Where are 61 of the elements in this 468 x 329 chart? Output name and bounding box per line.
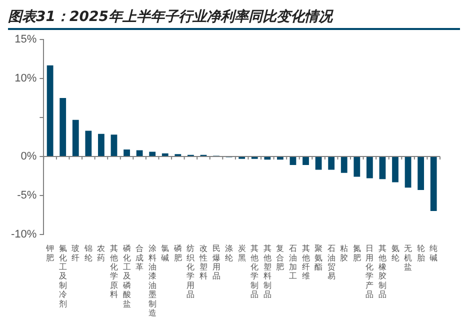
- x-tick-label: 石油加工: [288, 244, 297, 281]
- bar: [72, 120, 79, 156]
- bar: [290, 156, 296, 166]
- bar: [354, 156, 360, 177]
- x-tick-label: 氨纶: [391, 244, 400, 262]
- bar: [328, 156, 335, 170]
- x-tick-label: 其他纤维: [302, 244, 310, 281]
- bar: [136, 150, 143, 156]
- bar: [430, 156, 437, 212]
- bar: [110, 134, 118, 156]
- y-tick-label: -5%: [17, 189, 37, 202]
- x-tick-label: 聚氨酯: [314, 244, 323, 272]
- x-tick-label: 涂料油漆油墨制造: [148, 244, 156, 318]
- x-tick-label: 石油贸易: [327, 244, 336, 281]
- x-tick-label: 磷肥: [172, 244, 182, 262]
- x-tick-label: 粘胶: [340, 244, 348, 262]
- x-tick-label: 纺织化学用品: [186, 244, 195, 300]
- bar: [124, 149, 130, 156]
- bar: [46, 65, 54, 156]
- y-tick-label: 10%: [14, 72, 37, 85]
- y-tick-label: -10%: [10, 228, 37, 240]
- x-tick-label: 玻纤: [72, 244, 80, 262]
- x-tick-label: 氯碱: [161, 244, 170, 262]
- x-tick-label: 日用化学产品: [366, 244, 374, 300]
- x-tick-label: 其他橡胶制品: [378, 244, 386, 300]
- x-tick-label: 涤纶: [225, 244, 234, 262]
- x-tick-label: 无机盐: [404, 244, 412, 272]
- x-tick-label: 其他化学原料: [110, 244, 118, 300]
- x-tick-label: 氮肥: [352, 244, 361, 262]
- y-tick-label: 0%: [20, 150, 37, 163]
- bar: [162, 153, 168, 156]
- x-tick-label: 纯碱: [430, 244, 438, 262]
- bar: [418, 156, 424, 190]
- bar: [85, 130, 92, 156]
- bar: [276, 156, 284, 160]
- chart-title: 图表31：2025年上半年子行业净利率同比变化情况: [8, 8, 460, 30]
- bar: [98, 134, 104, 156]
- x-tick-label: 民爆用品: [212, 244, 220, 281]
- bar: [392, 156, 398, 182]
- x-tick-label: 改性塑料: [198, 244, 208, 281]
- x-tick-label: 其他塑料制品: [263, 244, 272, 300]
- x-tick-label: 农药: [97, 244, 106, 262]
- bar: [404, 156, 412, 188]
- bar: [379, 156, 386, 180]
- x-tick-label: 合成革: [136, 244, 144, 272]
- bar: [149, 152, 156, 156]
- x-tick-label: 其他化学制品: [250, 244, 259, 300]
- bar: [366, 156, 373, 178]
- bar: [60, 98, 66, 156]
- x-tick-label: 炭黑: [238, 244, 246, 262]
- x-tick-label: 磷化工及磷酸盐: [122, 244, 131, 308]
- bar: [315, 156, 322, 170]
- x-tick-label: 锦纶: [83, 244, 92, 262]
- x-tick-label: 钾肥: [45, 244, 54, 262]
- x-tick-label: 轮胎: [416, 244, 425, 262]
- bar: [340, 156, 348, 173]
- bar: [264, 156, 271, 160]
- x-tick-label: 复合肥: [276, 244, 284, 272]
- x-tick-label: 氟化工及制冷剂: [58, 244, 67, 308]
- y-tick-label: 15%: [14, 34, 37, 46]
- bar: [302, 156, 309, 166]
